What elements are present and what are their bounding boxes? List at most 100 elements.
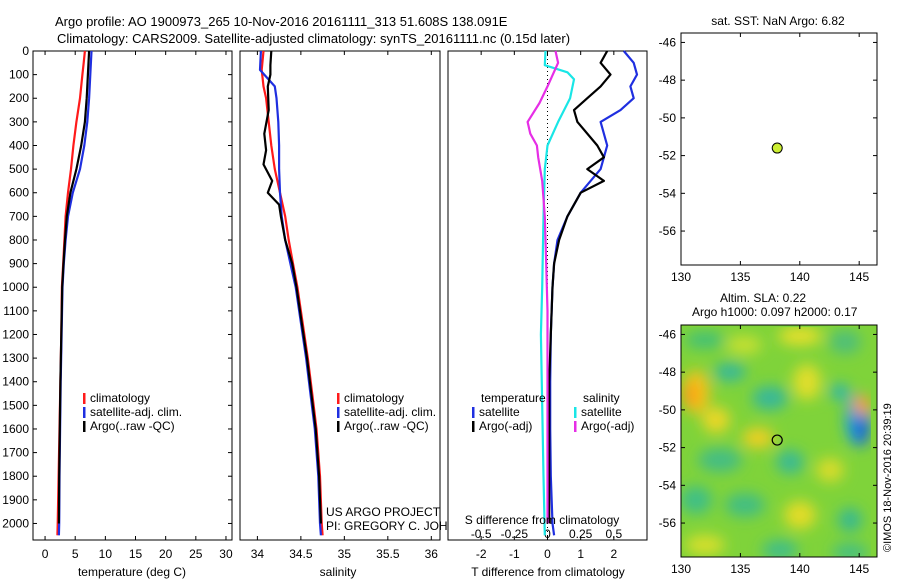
depth-tick-label: 1700 <box>2 446 29 460</box>
argo-float-marker <box>771 142 783 154</box>
sla-lat-label: -56 <box>659 516 677 530</box>
sla-lat-label: -46 <box>659 327 677 341</box>
temperature-tick-label: 25 <box>189 547 203 561</box>
salinity-tick-labels: 34 34.5 35 35.5 36 <box>251 51 439 561</box>
t-difference-argo-line <box>548 50 612 524</box>
sla-lon-label: 130 <box>671 562 691 576</box>
temperature-profiles <box>56 50 93 536</box>
sst-lon-label: 140 <box>790 270 810 284</box>
temperature-tick-label: 5 <box>72 547 79 561</box>
sst-lat-label: -54 <box>659 186 677 200</box>
difference-panel: -2 -1 0 1 2 -0.5 -0.25 0 0.25 0.5 T difference f… <box>447 50 648 579</box>
s-difference-tick-label: -0.25 <box>501 527 529 541</box>
header-line-1: Argo profile: AO 1900973_265 10-Nov-2016… <box>55 14 508 29</box>
salinity-legend-label: climatology <box>344 391 404 405</box>
sla-map-panel: Altim. SLA: 0.22 Argo h1000: 0.097 h2000… <box>659 291 894 576</box>
salinity-profiles <box>258 50 324 536</box>
temperature-legend-label: satellite-adj. clim. <box>90 405 182 419</box>
depth-tick-label: 300 <box>9 115 29 129</box>
depth-tick-label: 1000 <box>2 280 29 294</box>
sst-lat-label: -52 <box>659 149 677 163</box>
s-difference-tick-label: 0.25 <box>569 527 593 541</box>
difference-legend: temperaturesatelliteArgo(-adj)salinitysa… <box>472 391 634 433</box>
s-difference-tick-label: 0 <box>544 527 551 541</box>
sst-lat-label: -48 <box>659 73 677 87</box>
salinity-tick-label: 34 <box>251 547 265 561</box>
temperature-tick-label: 20 <box>159 547 173 561</box>
depth-tick-label: 1500 <box>2 398 29 412</box>
sla-tick-labels: 130 135 140 145 -46 -48 -50 -52 -54 -56 <box>659 325 877 576</box>
sla-lon-label: 145 <box>849 562 869 576</box>
depth-tick-label: 200 <box>9 91 29 105</box>
temperature-tick-labels: 0 5 10 15 20 25 30 <box>42 51 233 561</box>
depth-tick-label: 500 <box>9 162 29 176</box>
sst-lat-label: -50 <box>659 111 677 125</box>
depth-tick-label: 600 <box>9 186 29 200</box>
salinity-legend-label: satellite-adj. clim. <box>344 405 436 419</box>
depth-tick-label: 1300 <box>2 351 29 365</box>
salinity-tick-label: 36 <box>425 547 439 561</box>
argo-float-marker <box>771 434 783 446</box>
sst-argo-location <box>771 142 783 154</box>
pi-label: PI: GREGORY C. JOHNSON <box>326 519 482 533</box>
t-difference-tick-label: -2 <box>476 547 487 561</box>
temperature-legend-swatch <box>83 421 86 432</box>
temperature-legend-title: temperature <box>481 391 546 405</box>
depth-tick-label: 800 <box>9 233 29 247</box>
sla-title: Altim. SLA: 0.22 <box>720 291 806 305</box>
depth-tick-label: 2000 <box>2 516 29 530</box>
depth-tick-label: 1100 <box>3 304 29 318</box>
sst-title: sat. SST: NaN Argo: 6.82 <box>711 14 845 28</box>
sst-lon-label: 130 <box>671 270 691 284</box>
imos-credit: ©IMOS 18-Nov-2016 20:39:19 <box>882 403 894 552</box>
depth-tick-label: 0 <box>22 44 29 58</box>
difference-t-legend-label: Argo(-adj) <box>479 419 532 433</box>
sst-lat-label: -46 <box>659 35 677 49</box>
temperature-panel: 0100200300400500600700800900100011001200… <box>2 44 647 579</box>
salinity-legend-label: Argo(..raw -QC) <box>344 419 429 433</box>
depth-tick-label: 700 <box>9 209 29 223</box>
t-difference-tick-label: -1 <box>509 547 520 561</box>
sst-lon-label: 145 <box>849 270 869 284</box>
sla-axes-frame <box>680 324 878 558</box>
salinity-legend-swatch <box>337 407 340 418</box>
temperature-xlabel: temperature (deg C) <box>78 565 186 579</box>
salinity-tick-label: 35.5 <box>376 547 400 561</box>
s-difference-satellite-line <box>539 50 576 536</box>
temperature-legend-label: climatology <box>90 391 150 405</box>
sst-tick-labels: 130 135 140 145 -46 -48 -50 -52 -54 -56 <box>659 33 877 284</box>
sla-lat-label: -48 <box>659 365 677 379</box>
t-difference-tick-label: 2 <box>610 547 617 561</box>
sla-lat-label: -54 <box>659 478 677 492</box>
sla-heatmap <box>681 325 877 557</box>
temperature-legend-swatch <box>83 393 86 404</box>
depth-tick-label: 1900 <box>2 493 29 507</box>
sla-lat-label: -50 <box>659 403 677 417</box>
depth-tick-label: 1800 <box>2 469 29 483</box>
project-label: US ARGO PROJECT <box>326 505 441 519</box>
difference-s-legend-swatch <box>574 407 577 418</box>
difference-t-legend-swatch <box>472 407 475 418</box>
difference-s-legend-swatch <box>574 421 577 432</box>
sla-lon-label: 140 <box>790 562 810 576</box>
temperature-argo-line <box>57 50 91 524</box>
temperature-axes-frame <box>32 50 233 541</box>
header-line-2: Climatology: CARS2009. Satellite-adjuste… <box>57 31 570 46</box>
difference-s-legend-label: satellite <box>581 405 622 419</box>
temperature-tick-label: 15 <box>129 547 143 561</box>
salinity-tick-label: 34.5 <box>289 547 313 561</box>
sla-lat-label: -52 <box>659 441 677 455</box>
difference-t-legend-swatch <box>472 421 475 432</box>
salinity-tick-label: 35 <box>338 547 352 561</box>
salinity-legend-title: salinity <box>583 391 620 405</box>
temperature-tick-label: 30 <box>219 547 233 561</box>
temperature-tick-label: 0 <box>42 547 49 561</box>
depth-tick-label: 100 <box>9 68 29 82</box>
sst-map-panel: sat. SST: NaN Argo: 6.82 130 135 140 145 -46… <box>659 14 878 284</box>
salinity-axes-frame <box>239 50 441 541</box>
depth-tick-label: 1200 <box>2 327 29 341</box>
s-difference-xlabel: S difference from climatology <box>465 513 620 527</box>
depth-tick-label: 900 <box>9 257 29 271</box>
